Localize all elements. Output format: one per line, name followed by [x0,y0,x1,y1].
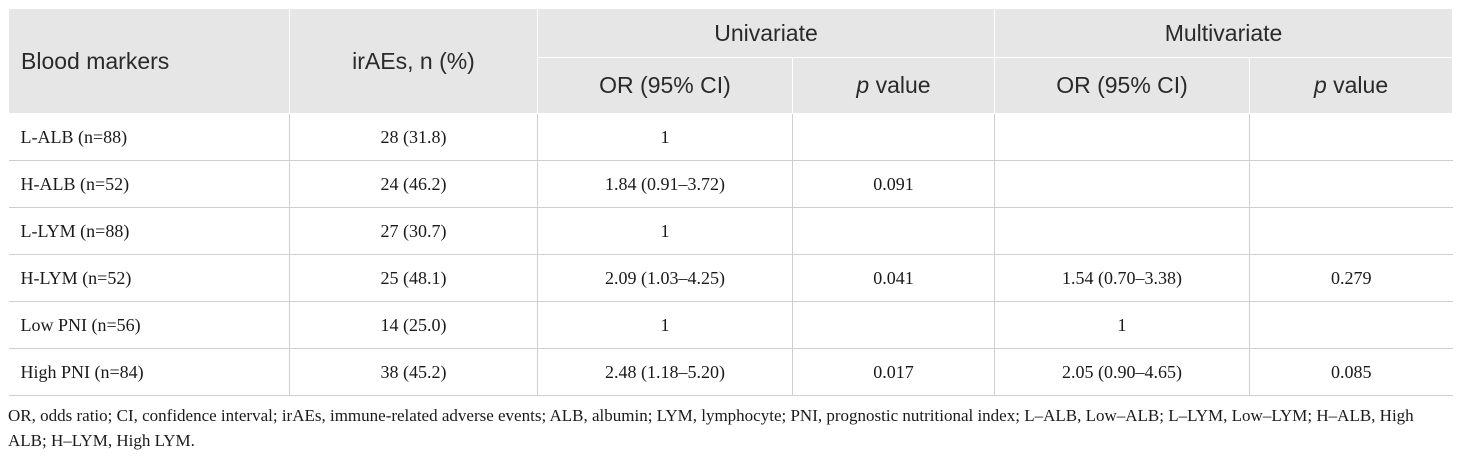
cell-iraes: 24 (46.2) [289,160,538,208]
cell-iraes: 28 (31.8) [289,113,538,161]
cell-multivariate-p [1249,207,1453,255]
header-univariate-p-value: p value [791,57,996,114]
cell-univariate-or: 1 [537,301,793,349]
cell-univariate-or: 2.48 (1.18–5.20) [537,348,793,396]
cell-multivariate-or [994,113,1250,161]
table-row: L-ALB (n=88) 28 (31.8) 1 [8,113,1453,161]
cell-univariate-p: 0.091 [791,160,995,208]
cell-iraes: 14 (25.0) [289,301,538,349]
cell-iraes: 38 (45.2) [289,348,538,396]
cell-marker: Low PNI (n=56) [8,301,290,349]
table-row: L-LYM (n=88) 27 (30.7) 1 [8,207,1453,255]
value-word: value [1326,72,1389,98]
cell-univariate-or: 1.84 (0.91–3.72) [537,160,793,208]
cell-univariate-p [791,301,995,349]
table-row: High PNI (n=84) 38 (45.2) 2.48 (1.18–5.2… [8,348,1453,396]
cell-univariate-or: 1 [537,207,793,255]
cell-marker: H-ALB (n=52) [8,160,290,208]
cell-univariate-p [791,113,995,161]
blood-markers-table: Blood markers irAEs, n (%) Univariate Mu… [8,8,1454,396]
cell-multivariate-p [1249,301,1453,349]
cell-univariate-p: 0.017 [791,348,995,396]
cell-multivariate-or: 1 [994,301,1250,349]
cell-multivariate-or [994,207,1250,255]
header-multivariate-or: OR (95% CI) [994,57,1251,114]
header-univariate: Univariate [536,8,996,58]
header-iraes: irAEs, n (%) [289,8,538,114]
cell-marker: L-LYM (n=88) [8,207,290,255]
cell-univariate-p: 0.041 [791,254,995,302]
table-header: Blood markers irAEs, n (%) Univariate Mu… [8,8,1454,114]
cell-iraes: 27 (30.7) [289,207,538,255]
header-blood-markers: Blood markers [8,8,290,114]
p-symbol: p [856,72,870,98]
data-table-container: Blood markers irAEs, n (%) Univariate Mu… [8,8,1454,396]
cell-multivariate-p [1249,113,1453,161]
table-row: Low PNI (n=56) 14 (25.0) 1 1 [8,301,1453,349]
p-symbol: p [1313,72,1327,98]
cell-multivariate-or: 1.54 (0.70–3.38) [994,254,1250,302]
cell-multivariate-p: 0.279 [1249,254,1453,302]
table-footnote: OR, odds ratio; CI, confidence interval;… [8,406,1414,450]
cell-univariate-or: 2.09 (1.03–4.25) [537,254,793,302]
table-row: H-ALB (n=52) 24 (46.2) 1.84 (0.91–3.72) … [8,160,1453,208]
cell-univariate-or: 1 [537,113,793,161]
cell-multivariate-or [994,160,1250,208]
cell-marker: L-ALB (n=88) [8,113,290,161]
cell-multivariate-or: 2.05 (0.90–4.65) [994,348,1250,396]
cell-multivariate-p: 0.085 [1249,348,1453,396]
table-row: H-LYM (n=52) 25 (48.1) 2.09 (1.03–4.25) … [8,254,1453,302]
header-univariate-or: OR (95% CI) [537,57,793,114]
table-body: L-ALB (n=88) 28 (31.8) 1 H-ALB (n=52) 24… [8,113,1453,396]
cell-marker: High PNI (n=84) [8,348,290,396]
value-word: value [869,72,931,98]
cell-multivariate-p [1249,160,1453,208]
header-multivariate-p-value: p value [1249,57,1454,114]
header-multivariate: Multivariate [994,8,1454,58]
cell-iraes: 25 (48.1) [289,254,538,302]
cell-univariate-p [791,207,995,255]
cell-marker: H-LYM (n=52) [8,254,290,302]
